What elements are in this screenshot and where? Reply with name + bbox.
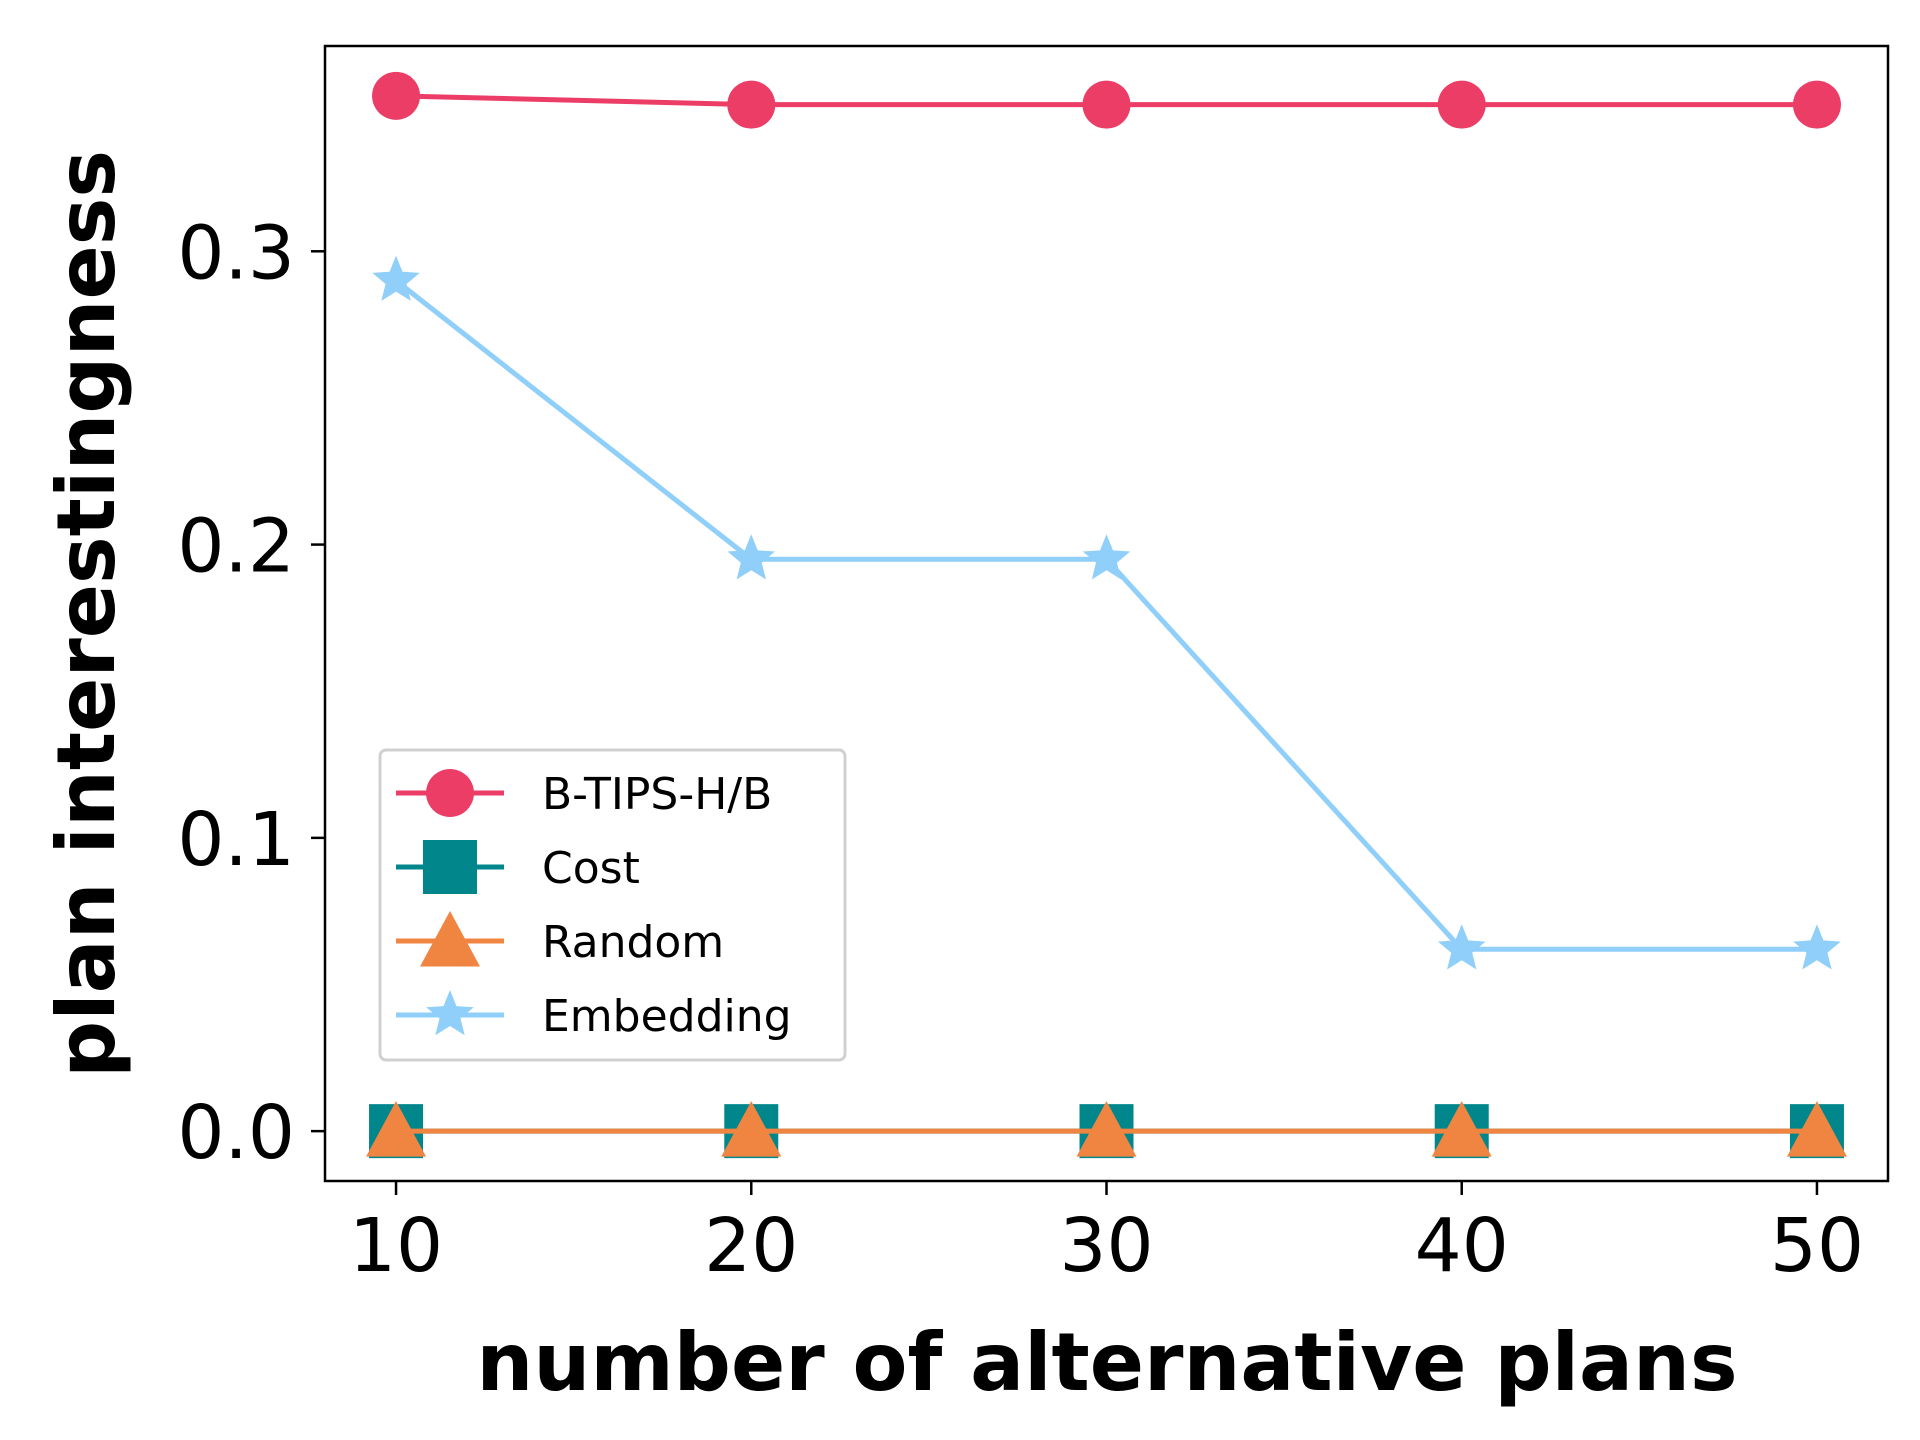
x-tick-label: 10 <box>349 1203 443 1289</box>
axes: 10 20 30 40 50 0.0 0.1 0.2 0.3 <box>177 44 1890 1289</box>
legend-label-1: Cost <box>542 843 640 894</box>
data-point-0-1 <box>727 80 776 129</box>
data-point-0-4 <box>1792 80 1841 129</box>
data-point-0-0 <box>372 71 421 120</box>
data-point-2-1 <box>721 1101 782 1157</box>
legend-marker-1 <box>423 840 477 894</box>
y-tick-label: 0.0 <box>177 1090 295 1176</box>
data-point-2-3 <box>1431 1101 1492 1157</box>
legend-label-3: Embedding <box>542 991 792 1042</box>
y-tick-label: 0.2 <box>177 504 295 590</box>
legend-box <box>378 748 847 1062</box>
legend-marker-0 <box>426 769 474 817</box>
legend-marker-3 <box>426 990 474 1036</box>
x-tick-label: 30 <box>1059 1203 1153 1289</box>
plot-area <box>366 71 1847 1159</box>
y-tick-label: 0.3 <box>177 210 295 296</box>
x-tick-label: 20 <box>704 1203 798 1289</box>
x-axis-title: number of alternative plans <box>476 1316 1737 1409</box>
y-axis-title: plan interestingness <box>40 150 133 1078</box>
data-point-0-2 <box>1082 80 1131 129</box>
x-tick-label: 40 <box>1415 1203 1509 1289</box>
data-point-2-2 <box>1076 1101 1137 1157</box>
data-point-3-3 <box>1437 924 1486 970</box>
data-point-0-3 <box>1437 80 1486 129</box>
data-point-3-1 <box>727 534 776 580</box>
legend: B-TIPS-H/B Cost Random Embedding <box>378 748 847 1062</box>
data-point-2-0 <box>366 1101 427 1157</box>
data-point-2-4 <box>1786 1101 1847 1157</box>
data-point-3-0 <box>372 255 420 301</box>
legend-marker-2 <box>420 911 480 967</box>
x-tick-label: 50 <box>1770 1203 1864 1289</box>
data-point-3-4 <box>1793 924 1841 970</box>
legend-label-2: Random <box>542 917 724 968</box>
y-tick-label: 0.1 <box>177 797 295 883</box>
legend-label-0: B-TIPS-H/B <box>542 769 772 820</box>
data-point-3-2 <box>1082 534 1131 580</box>
